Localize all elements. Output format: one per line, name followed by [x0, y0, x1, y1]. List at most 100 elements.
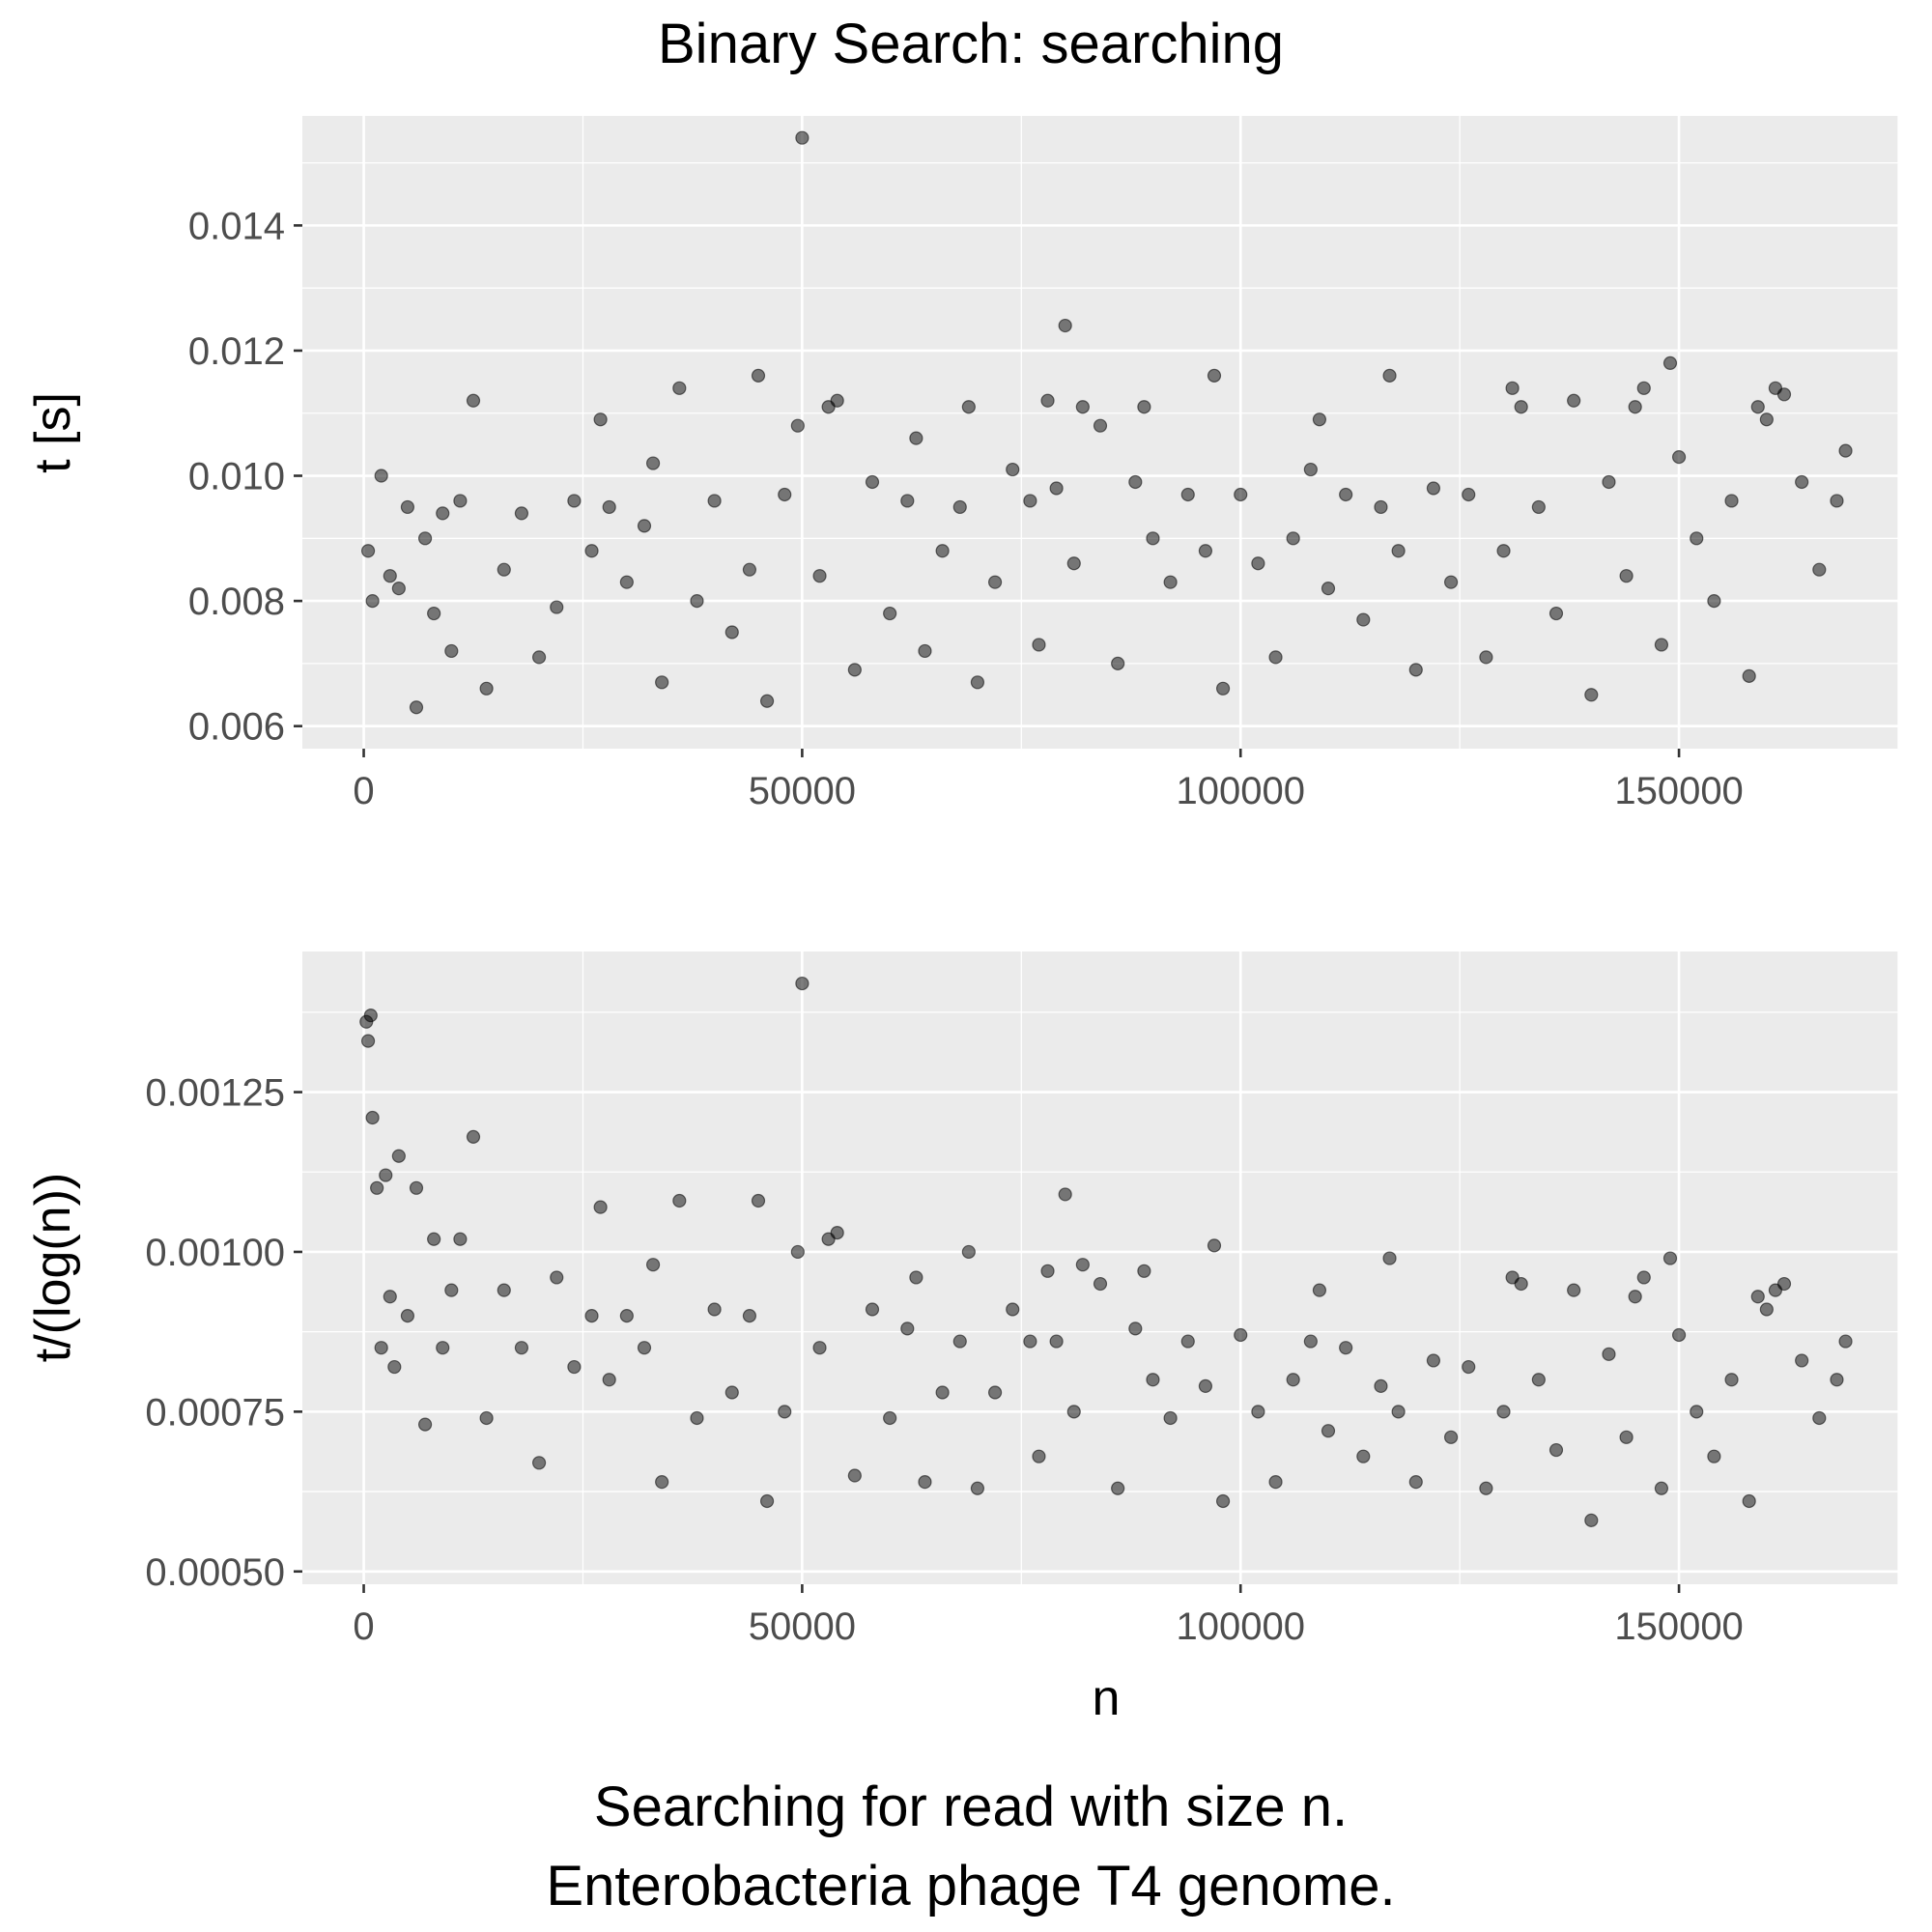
data-point	[1812, 562, 1827, 577]
data-point	[363, 1009, 378, 1023]
data-point	[790, 1244, 805, 1260]
data-point	[1251, 1405, 1265, 1419]
data-point	[1040, 393, 1055, 408]
data-point	[795, 976, 810, 991]
data-point	[1548, 1442, 1564, 1458]
data-point	[961, 1244, 976, 1260]
chart-title: Binary Search: searching	[658, 13, 1284, 75]
data-point	[1382, 1251, 1397, 1265]
data-point	[1303, 1334, 1318, 1349]
data-point	[567, 1359, 582, 1375]
data-point	[602, 1373, 616, 1387]
data-point	[584, 1309, 599, 1323]
data-point	[370, 1180, 384, 1195]
data-point	[1137, 1264, 1151, 1278]
data-point	[935, 544, 950, 558]
data-point	[909, 1270, 923, 1285]
data-point	[751, 368, 766, 383]
data-point	[427, 606, 441, 621]
data-point	[374, 1341, 388, 1355]
data-point	[1567, 1283, 1581, 1297]
data-point	[1496, 1405, 1511, 1419]
data-point	[567, 494, 582, 508]
data-point	[1066, 556, 1081, 571]
data-point	[655, 675, 669, 690]
data-point	[830, 1226, 844, 1240]
y-tick-label: 0.00100	[145, 1232, 285, 1274]
data-point	[427, 1232, 441, 1246]
data-point	[497, 562, 511, 577]
data-point	[812, 569, 827, 583]
data-point	[690, 594, 704, 609]
data-point	[690, 1410, 704, 1426]
data-point	[1724, 494, 1739, 508]
data-point	[645, 1258, 661, 1272]
data-point	[1531, 1373, 1546, 1387]
top-y-axis-title: t [s]	[25, 392, 81, 473]
data-point	[1049, 1334, 1064, 1349]
data-point	[742, 562, 757, 577]
data-point	[387, 1359, 402, 1375]
y-tick-label: 0.00075	[145, 1391, 285, 1434]
data-point	[1312, 1283, 1327, 1297]
data-point	[1830, 1373, 1844, 1387]
data-point	[1479, 650, 1493, 665]
data-point	[593, 1200, 608, 1214]
data-point	[637, 519, 652, 533]
data-point	[1137, 400, 1151, 414]
data-point	[383, 569, 397, 583]
data-point	[1391, 1405, 1406, 1419]
data-point	[759, 694, 775, 708]
data-point	[759, 1493, 775, 1509]
data-point	[360, 544, 376, 558]
data-point	[1443, 1430, 1459, 1444]
data-point	[1584, 688, 1599, 702]
data-point	[1023, 1334, 1037, 1349]
data-point	[1234, 487, 1248, 502]
data-point	[453, 494, 468, 508]
data-point	[1584, 1513, 1599, 1527]
data-point	[1514, 400, 1528, 414]
y-tick-label: 0.014	[188, 205, 285, 247]
x-tick-label: 0	[353, 770, 374, 812]
data-point	[1066, 1405, 1081, 1419]
data-point	[466, 1129, 481, 1144]
data-point	[409, 1180, 424, 1195]
data-point	[724, 1385, 739, 1400]
data-point	[1690, 531, 1704, 546]
data-point	[479, 681, 494, 696]
data-point	[479, 1410, 494, 1426]
data-point	[1006, 1302, 1020, 1317]
data-point	[1382, 368, 1397, 383]
data-point	[1654, 638, 1669, 652]
data-point	[1312, 412, 1327, 427]
data-point	[444, 643, 459, 659]
data-point	[900, 1321, 915, 1336]
data-point	[970, 1481, 985, 1495]
data-point	[645, 456, 661, 470]
data-point	[1462, 1359, 1476, 1375]
data-point	[619, 575, 634, 589]
data-point	[360, 1034, 376, 1048]
data-point	[961, 400, 976, 414]
data-point	[883, 606, 897, 621]
data-point	[1531, 499, 1546, 515]
data-point	[1759, 412, 1774, 427]
data-point	[1628, 400, 1642, 414]
data-point	[391, 582, 406, 596]
data-point	[1690, 1405, 1704, 1419]
data-point	[1146, 1373, 1160, 1387]
data-point	[1207, 1238, 1222, 1253]
data-point	[1207, 368, 1222, 383]
data-point	[655, 1475, 669, 1490]
data-point	[584, 544, 599, 558]
data-point	[909, 431, 923, 445]
data-point	[400, 1309, 415, 1323]
data-point	[1040, 1264, 1055, 1278]
data-point	[409, 700, 424, 715]
data-point	[1198, 544, 1213, 558]
bottom-y-axis-title: t/(log(n))	[25, 1173, 81, 1362]
data-point	[935, 1385, 950, 1400]
data-point	[1163, 575, 1178, 589]
data-point	[751, 1193, 766, 1208]
